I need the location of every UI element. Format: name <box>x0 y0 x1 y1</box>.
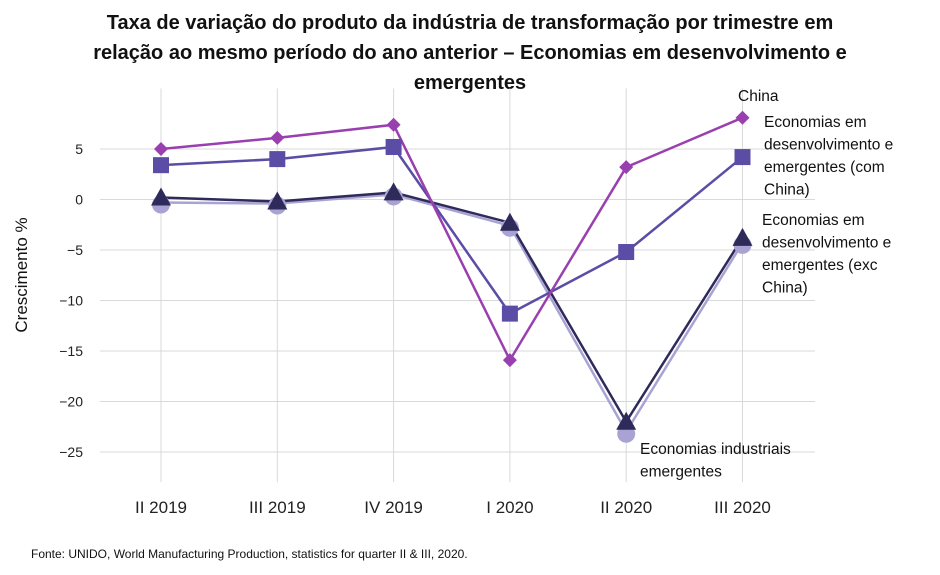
data-point-triangle <box>151 187 171 206</box>
series-label-line: China) <box>762 280 808 297</box>
x-tick-label: III 2020 <box>714 498 771 517</box>
data-point-square <box>269 151 286 168</box>
y-tick-label: 0 <box>75 192 83 208</box>
series-label-line: Economias em <box>764 114 867 131</box>
data-point-diamond <box>619 160 634 175</box>
series-label: Economias em desenvolvimento e emergentes … <box>764 114 893 199</box>
data-point-triangle <box>383 182 404 201</box>
data-point-diamond <box>386 117 401 132</box>
data-point-square <box>618 244 635 261</box>
y-tick-label: −5 <box>67 242 83 258</box>
data-point-triangle <box>732 227 753 246</box>
data-point-square <box>501 305 518 322</box>
series-label-line: desenvolvimento e <box>764 137 893 154</box>
data-point-square <box>734 149 751 166</box>
x-tick-label: II 2020 <box>600 498 652 517</box>
grid-lines <box>100 88 815 483</box>
x-axis-ticks: II 2019 III 2019 IV 2019 I 2020 II 2020 III 2… <box>135 498 771 517</box>
series-line <box>160 191 744 423</box>
x-tick-label: IV 2019 <box>364 498 423 517</box>
series-label: Economias industriais emergentes <box>640 441 791 481</box>
series-label-line: China <box>738 88 779 105</box>
y-tick-label: −20 <box>59 394 83 410</box>
y-tick-label: 5 <box>75 141 83 157</box>
series-line <box>160 116 743 362</box>
series-label: China <box>738 88 779 105</box>
series-markers <box>151 110 753 443</box>
series-label-line: Economias industriais <box>640 441 791 458</box>
series-label-line: desenvolvimento e <box>762 235 891 252</box>
series-lines <box>160 116 744 434</box>
y-tick-label: −15 <box>59 343 83 359</box>
x-tick-label: III 2019 <box>249 498 306 517</box>
data-point-triangle <box>267 191 288 210</box>
chart-title-line-3: emergentes <box>413 72 527 94</box>
series-line <box>160 193 744 434</box>
y-axis-label: Crescimento % <box>12 217 31 332</box>
source-note: Fonte: UNIDO, World Manufacturing Produc… <box>31 547 468 561</box>
chart-title-line-1: Taxa de variação do produto da indústria… <box>106 12 834 34</box>
data-point-triangle <box>499 212 520 231</box>
chart-title-line-2: relação ao mesmo período do ano anterior… <box>93 42 847 64</box>
chart-title: Taxa de variação do produto da indústria… <box>20 8 920 98</box>
data-point-triangle <box>616 411 637 430</box>
data-point-diamond <box>154 142 168 156</box>
y-axis-ticks: 5 0 −5 −10 −15 −20 −25 <box>59 141 83 460</box>
y-tick-label: −10 <box>59 293 83 309</box>
series-label-line: emergentes (com <box>764 159 885 176</box>
series-label-line: China) <box>764 182 810 199</box>
series-line <box>160 145 744 315</box>
series-labels: Economias industriais emergentesEconomias… <box>640 88 893 481</box>
data-point-square <box>153 157 169 174</box>
series-label: Economias em desenvolvimento e emergentes … <box>762 212 891 297</box>
series-label-line: Economias em <box>762 212 865 229</box>
x-tick-label: I 2020 <box>486 498 533 517</box>
data-point-diamond <box>502 353 517 368</box>
series-label-line: emergentes <box>640 464 722 481</box>
data-point-square <box>385 138 402 155</box>
x-tick-label: II 2019 <box>135 498 187 517</box>
data-point-diamond <box>270 130 285 145</box>
y-tick-label: −25 <box>59 444 83 460</box>
series-label-line: emergentes (exc <box>762 257 878 274</box>
data-point-diamond <box>735 110 750 125</box>
